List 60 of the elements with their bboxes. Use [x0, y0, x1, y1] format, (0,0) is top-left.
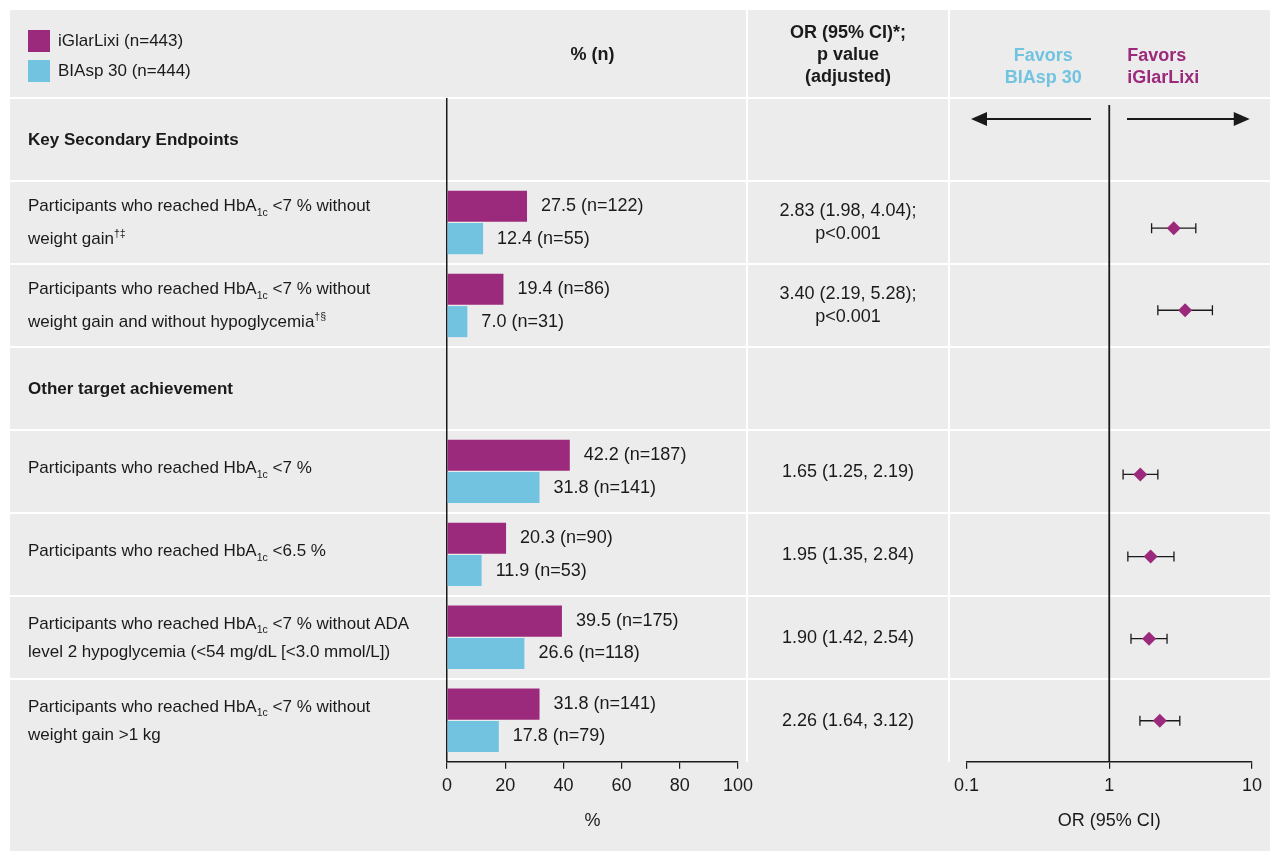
x-tick-label: 100 — [722, 774, 754, 795]
bar — [447, 555, 482, 587]
data-label: 17.8 (n=79) — [512, 725, 606, 746]
text: 3.40 (2.19, 5.28); p<0.001 — [778, 282, 918, 329]
bar — [447, 637, 525, 670]
data-label: 20.3 (n=90) — [520, 527, 613, 548]
x-tick-label: 20 — [495, 774, 516, 795]
text: 2.83 (1.98, 4.04); p<0.001 — [778, 199, 918, 246]
text: 2.26 (1.64, 3.12) — [780, 708, 916, 732]
bar — [447, 273, 504, 305]
category-label: Participants who reached HbA$_{1c}$ <7 % without weight gain >1 kg — [28, 697, 371, 744]
text: 1.95 (1.35, 2.84) — [780, 542, 916, 566]
bar — [447, 190, 528, 222]
data-label: 11.9 (n=53) — [495, 559, 587, 580]
category-label: Participants who reached HbA$_{1c}$ <7 % without weight gain$^{†‡}$ — [28, 196, 371, 248]
x-tick-label: 1 — [1104, 774, 1115, 795]
y-tick-label: Key Secondary Endpoints — [28, 129, 240, 150]
point — [1152, 713, 1167, 728]
text: OR (95% CI)*; p value (adjusted) — [789, 21, 907, 87]
x-tick-label: 40 — [553, 774, 574, 795]
text: Favors BIAsp 30 — [1003, 44, 1083, 88]
text: 1.65 (1.25, 2.19) — [780, 459, 916, 483]
point — [1142, 631, 1157, 646]
data-label: 12.4 (n=55) — [497, 227, 590, 248]
legend-label: BIAsp 30 (n=444) — [58, 61, 191, 81]
y-tick-label: Participants who reached HbA$_{1c}$ <7 % without weight gain and without hypoglycemia$^{†§}$ — [28, 278, 372, 332]
x-axis-title: OR (95% CI) — [1057, 810, 1161, 831]
point — [1178, 303, 1193, 318]
x-tick-label: 80 — [669, 774, 690, 795]
chart-title: % (n) — [569, 42, 616, 66]
data-label: 7.0 (n=31) — [481, 310, 564, 331]
bar — [447, 472, 540, 504]
point — [1143, 549, 1158, 564]
data-label: 42.2 (n=187) — [583, 444, 687, 465]
y-tick-label: Participants who reached HbA$_{1c}$ <7 % — [28, 457, 313, 483]
y-tick-label: Participants who reached HbA$_{1c}$ <7 % without ADA level 2 hypoglycemia (<54 mg/dL [<3.0 mmol/L]) — [28, 613, 410, 662]
x-axis-title: % — [584, 810, 601, 831]
point — [1166, 221, 1181, 236]
bar — [447, 688, 540, 720]
x-tick-label: 0.1 — [954, 774, 980, 795]
y-tick-label: Other target achievement — [28, 377, 234, 399]
bar — [447, 605, 562, 637]
data-label: 27.5 (n=122) — [541, 195, 644, 216]
bar — [447, 223, 484, 255]
text: 1.90 (1.42, 2.54) — [780, 625, 916, 649]
legend-label: iGlarLixi (n=443) — [58, 31, 184, 51]
bar — [447, 720, 499, 753]
data-label: 19.4 (n=86) — [517, 278, 611, 299]
x-tick-label: 0 — [441, 774, 453, 795]
data-label: 31.8 (n=141) — [553, 476, 657, 497]
data-label: 26.6 (n=118) — [538, 642, 640, 663]
x-tick-label: 60 — [611, 774, 632, 795]
bar — [447, 439, 570, 471]
data-label: 31.8 (n=141) — [553, 693, 657, 714]
y-tick-label: Participants who reached HbA$_{1c}$ <6.5 % — [28, 540, 327, 566]
bar — [447, 522, 507, 554]
bar — [447, 306, 468, 338]
x-tick-label: 10 — [1241, 774, 1263, 795]
data-label: 39.5 (n=175) — [575, 610, 679, 631]
text: Favors iGlarLixi — [1127, 44, 1201, 88]
